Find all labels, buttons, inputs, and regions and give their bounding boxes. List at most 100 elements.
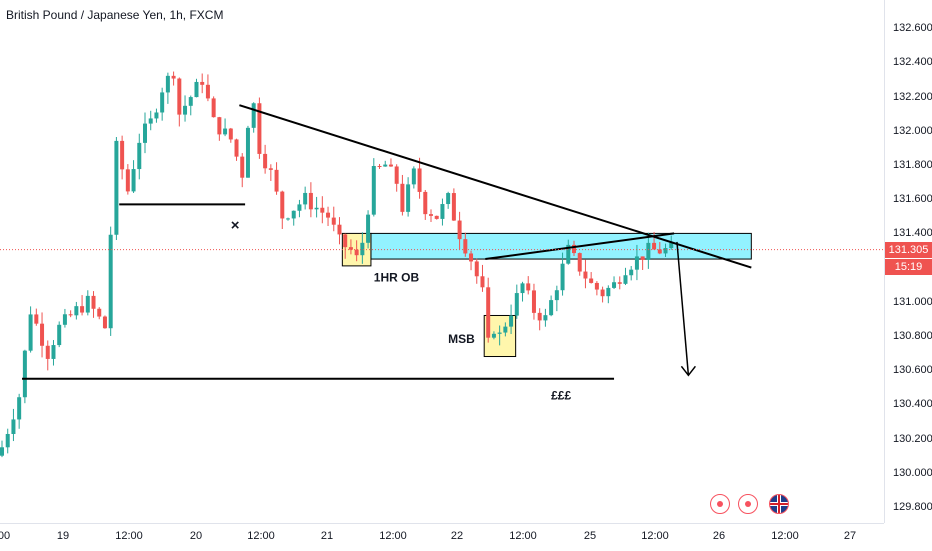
candle-body — [451, 193, 456, 221]
candle-body — [406, 184, 411, 212]
candle-body — [652, 242, 657, 250]
price-tick-label: 130.200 — [893, 432, 932, 445]
candle-body — [228, 128, 233, 140]
candle-body — [131, 169, 136, 192]
time-tick-label: 19 — [56, 530, 70, 542]
candle-body — [245, 127, 250, 178]
candle-body — [160, 92, 165, 113]
countdown-tag: 15:19 — [885, 258, 932, 275]
candle-body — [497, 332, 502, 334]
candle-body — [463, 239, 468, 254]
time-tick-label: 12:00 — [379, 530, 407, 542]
candle-body — [286, 218, 290, 220]
time-tick-label: 00 — [0, 530, 11, 542]
candle-body — [354, 249, 359, 256]
candle-body — [394, 166, 399, 184]
candle-body — [366, 214, 371, 243]
price-axis[interactable]: 132.800132.600132.400132.200132.000131.8… — [884, 0, 932, 523]
candle-body — [503, 326, 508, 333]
time-tick-label: 22 — [450, 530, 464, 542]
candle-body — [434, 215, 439, 219]
candle-body — [188, 97, 193, 106]
candle-body — [554, 290, 559, 301]
trendline — [485, 232, 675, 261]
candle-body — [457, 220, 462, 240]
candle-body — [62, 314, 67, 325]
candle-body — [383, 164, 388, 167]
candle-body — [251, 103, 256, 128]
chart-title: British Pound / Japanese Yen, 1h, FXCM — [6, 8, 224, 22]
candle-body — [400, 183, 405, 212]
candle-body — [257, 103, 262, 154]
time-axis[interactable]: 00 19 12:00 20 12:00 21 12:00 22 12:00 25 12:00 26 1… — [0, 523, 884, 551]
candle-body — [297, 204, 302, 211]
candle-body — [589, 278, 594, 283]
price-tick-label: 129.800 — [893, 501, 932, 513]
uk-flag-icon[interactable] — [769, 494, 789, 514]
candle-body — [85, 295, 90, 313]
candle-body — [28, 314, 33, 351]
time-tick-label: 25 — [583, 530, 597, 542]
candle-body — [194, 81, 199, 98]
alert-dot-icon[interactable] — [738, 494, 758, 514]
candle-body — [17, 397, 22, 420]
candle-body — [308, 192, 313, 210]
price-tick-label: 131.400 — [893, 227, 932, 240]
candle-body — [326, 212, 331, 218]
price-tick-label: 130.600 — [893, 364, 932, 377]
candle-body — [97, 308, 102, 317]
candle-body — [560, 263, 565, 291]
candle-body — [240, 156, 245, 178]
candle-body — [343, 234, 348, 248]
trendline — [239, 104, 752, 269]
candle-body — [423, 191, 428, 215]
candle-body — [629, 269, 634, 276]
time-tick-label: 12:00 — [247, 530, 275, 542]
candle-body — [348, 247, 353, 250]
candle-body — [303, 192, 308, 205]
order-block-label: 1HR OB — [374, 270, 420, 284]
candle-body — [480, 276, 485, 288]
price-tick-label: 131.800 — [893, 159, 932, 171]
candle-body — [280, 191, 285, 219]
price-chart[interactable]: × 1HR OB MSB £££ — [0, 0, 884, 523]
candle-body — [268, 168, 273, 170]
candle-body — [360, 242, 365, 256]
x-mark-label: × — [231, 217, 240, 234]
alert-dot-icon[interactable] — [710, 494, 730, 514]
time-tick-label: 12:00 — [115, 530, 143, 542]
candle-body — [669, 242, 674, 249]
candle-body — [143, 123, 147, 143]
candle-body — [600, 289, 605, 297]
candle-body — [509, 315, 514, 327]
candle-body — [446, 193, 451, 205]
candle-body — [388, 164, 393, 167]
candle-body — [331, 217, 336, 225]
order-block-zone — [370, 232, 752, 260]
msb-label: MSB — [448, 332, 475, 346]
candle-body — [274, 169, 279, 192]
candle-body — [537, 312, 542, 321]
candle-body — [474, 261, 479, 277]
candle-body — [657, 249, 662, 254]
candle-body — [583, 271, 588, 279]
candle-body — [337, 224, 342, 235]
candle-body — [566, 244, 571, 264]
candle-body — [623, 275, 628, 284]
time-tick-label: 27 — [843, 530, 857, 542]
candle-body — [486, 287, 491, 338]
candle-body — [34, 314, 39, 324]
time-tick-label: 12:00 — [641, 530, 669, 542]
candle-body — [263, 153, 268, 169]
candle-body — [617, 282, 622, 284]
candle-body — [165, 75, 170, 93]
candle-body — [51, 345, 56, 359]
candle-body — [634, 256, 639, 270]
candle-body — [606, 287, 611, 297]
candle-body — [68, 314, 73, 316]
candle-body — [200, 81, 205, 85]
candle-body — [612, 282, 617, 288]
time-tick-label: 21 — [320, 530, 334, 542]
price-tick-label: 130.400 — [893, 398, 932, 411]
